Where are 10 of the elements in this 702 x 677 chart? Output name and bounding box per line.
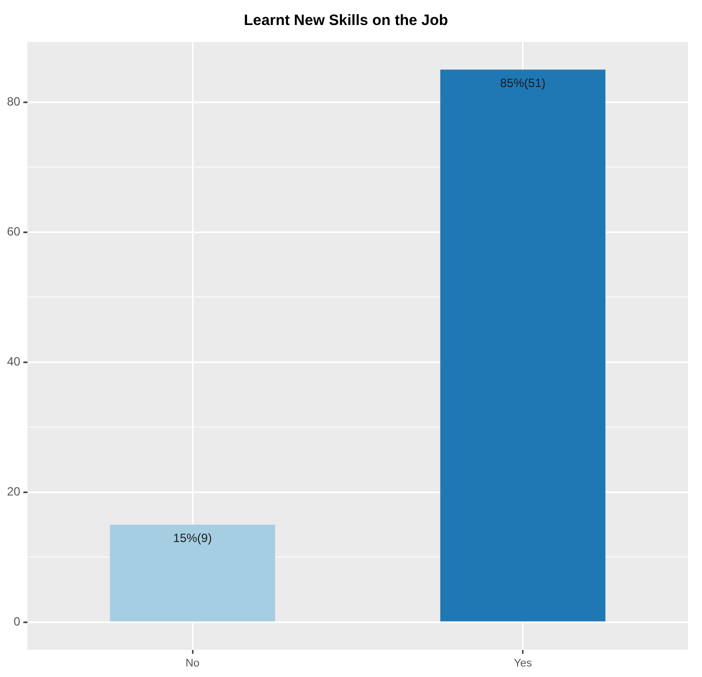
x-tick-label: Yes: [514, 657, 532, 670]
y-tick-label: 0: [14, 614, 21, 628]
data-label: 85%(51): [500, 76, 546, 90]
chart-title: Learnt New Skills on the Job: [244, 12, 448, 30]
y-tick-label: 80: [6, 94, 21, 108]
data-label: 15%(9): [173, 530, 212, 545]
y-tick-label: 40: [6, 354, 21, 368]
y-tick-label: 20: [6, 484, 21, 498]
y-tick-label: 60: [6, 224, 21, 238]
x-tick-label: No: [185, 657, 200, 670]
